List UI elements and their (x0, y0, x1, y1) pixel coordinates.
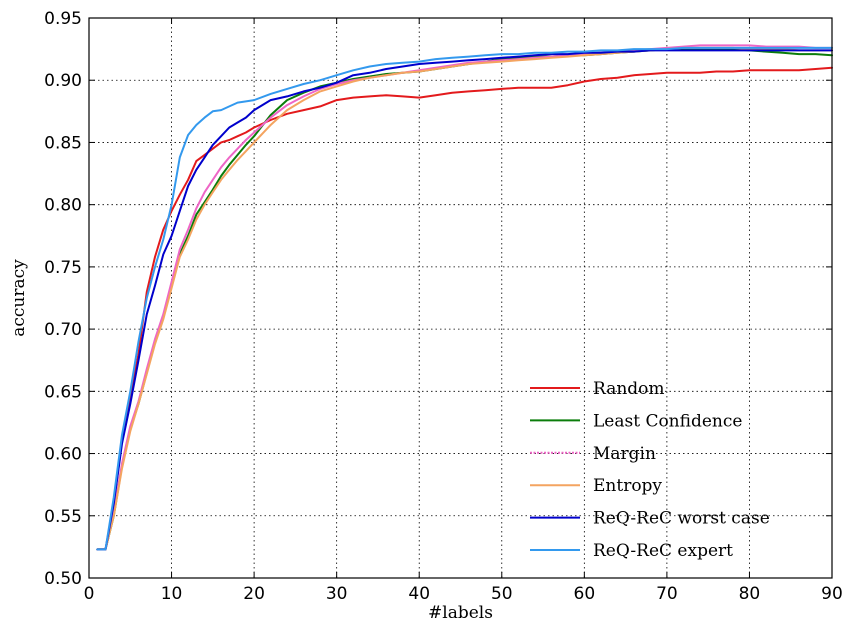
x-tick-label: 90 (821, 584, 843, 604)
legend-label: ReQ-ReC expert (593, 541, 733, 561)
grid (89, 18, 832, 578)
series-line-entropy (96, 46, 833, 551)
y-tick-label: 0.70 (44, 320, 82, 340)
legend-item: Margin (530, 444, 656, 464)
legend-label: Least Confidence (593, 411, 742, 431)
y-tick-label: 0.95 (44, 9, 82, 29)
legend-label: ReQ-ReC worst case (593, 509, 770, 529)
series-line-req-rec-worst-case (96, 49, 833, 551)
series-line-random (96, 66, 833, 551)
x-tick-label: 50 (491, 584, 513, 604)
y-tick-label: 0.50 (44, 569, 82, 589)
series-line-req-rec-expert (96, 46, 833, 551)
x-axis-title: #labels (428, 603, 493, 623)
legend-label: Entropy (593, 476, 662, 496)
series-line-margin (96, 44, 833, 551)
y-tick-label: 0.55 (44, 507, 82, 527)
legend-item: Random (530, 379, 665, 399)
x-tick-label: 80 (739, 584, 761, 604)
legend-label: Random (593, 379, 665, 399)
legend-item: ReQ-ReC expert (530, 541, 733, 561)
legend-item: ReQ-ReC worst case (530, 509, 770, 529)
x-tick-label: 10 (161, 584, 183, 604)
series-line-least-confidence (96, 48, 833, 551)
legend-label: Margin (593, 444, 656, 464)
axis-ticks (88, 17, 833, 579)
legend-item: Least Confidence (530, 411, 742, 431)
y-tick-label: 0.90 (44, 71, 82, 91)
legend-item: Entropy (530, 476, 662, 496)
y-tick-label: 0.65 (44, 382, 82, 402)
x-tick-label: 70 (656, 584, 678, 604)
y-tick-label: 0.60 (44, 445, 82, 465)
x-tick-label: 40 (408, 584, 430, 604)
x-tick-label: 0 (84, 584, 95, 604)
plot-frame (88, 17, 833, 579)
series-lines (96, 44, 833, 551)
y-axis-title: accuracy (9, 259, 29, 337)
y-tick-label: 0.80 (44, 196, 82, 216)
x-tick-label: 30 (326, 584, 348, 604)
x-tick-label: 20 (243, 584, 265, 604)
legend: Random Least Confidence Margin Entropy ReQ-R… (530, 379, 770, 561)
y-tick-label: 0.75 (44, 258, 82, 278)
y-tick-label: 0.85 (44, 133, 82, 153)
axis-tick-labels: 0 10 20 30 40 50 60 70 80 90 0.50 0.55 0.60 0.65 0.70 0… (44, 9, 843, 604)
x-tick-label: 60 (574, 584, 596, 604)
